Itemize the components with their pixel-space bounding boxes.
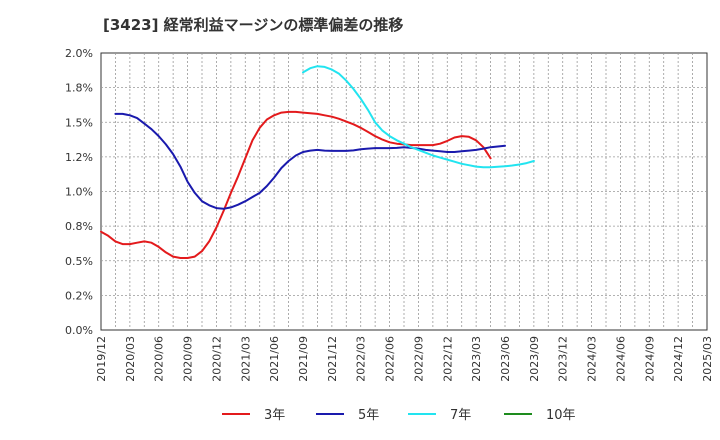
x-tick-label: 2023/06	[499, 336, 512, 382]
x-tick-label: 2021/09	[297, 336, 310, 382]
y-axis-ticks: 2.0% 1.8% 1.5% 1.2% 1.0% 0.8% 0.5% 0.2% 0.0%	[65, 47, 93, 337]
legend-label: 7年	[450, 408, 471, 423]
series-line-5年	[114, 112, 506, 210]
x-axis-ticks: 2019/12 2020/03 2020/06 2020/09 2020/12 2021/…	[95, 336, 714, 382]
y-tick-label: 1.5%	[65, 116, 93, 129]
y-tick-label: 0.5%	[65, 255, 93, 268]
y-tick-label: 1.0%	[65, 186, 93, 199]
legend-label: 5年	[358, 408, 379, 423]
x-tick-label: 2021/03	[239, 336, 252, 382]
grid	[101, 53, 707, 330]
legend: 3年 5年 7年 10年	[222, 408, 576, 423]
series-line-3年	[100, 110, 492, 259]
y-tick-label: 1.2%	[65, 151, 93, 164]
x-tick-label: 2023/09	[528, 336, 541, 382]
x-tick-label: 2025/03	[701, 336, 714, 382]
x-tick-label: 2022/03	[355, 336, 368, 382]
y-tick-label: 1.8%	[65, 82, 93, 95]
series-line-7年	[302, 65, 535, 169]
x-tick-label: 2021/06	[268, 336, 281, 382]
x-tick-label: 2023/03	[470, 336, 483, 382]
x-tick-label: 2022/09	[412, 336, 425, 382]
y-tick-label: 0.8%	[65, 220, 93, 233]
chart-title: [3423] 経常利益マージンの標準偏差の推移	[103, 16, 403, 34]
x-tick-label: 2020/12	[210, 336, 223, 382]
x-tick-label: 2024/09	[643, 336, 656, 382]
x-tick-label: 2024/12	[672, 336, 685, 382]
x-tick-label: 2021/12	[326, 336, 339, 382]
x-tick-label: 2019/12	[95, 336, 108, 382]
series-lines	[100, 65, 535, 259]
x-tick-label: 2022/06	[384, 336, 397, 382]
y-tick-label: 2.0%	[65, 47, 93, 60]
y-tick-label: 0.2%	[65, 289, 93, 302]
x-tick-label: 2020/06	[153, 336, 166, 382]
x-tick-label: 2022/12	[441, 336, 454, 382]
x-tick-label: 2023/12	[557, 336, 570, 382]
legend-label: 10年	[546, 408, 576, 423]
x-tick-label: 2024/03	[586, 336, 599, 382]
x-tick-label: 2020/03	[124, 336, 137, 382]
y-tick-label: 0.0%	[65, 324, 93, 337]
x-tick-label: 2020/09	[182, 336, 195, 382]
legend-label: 3年	[264, 408, 285, 423]
x-tick-label: 2024/06	[614, 336, 627, 382]
